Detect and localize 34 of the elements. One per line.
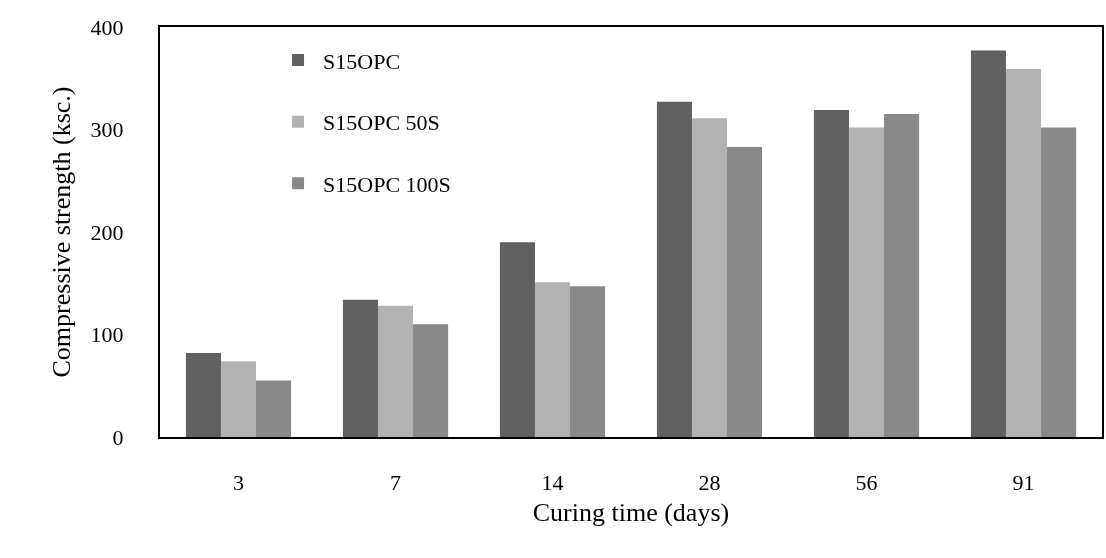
bar — [848, 127, 885, 437]
bar — [220, 361, 257, 437]
y-tick-label: 200 — [90, 219, 124, 245]
bar — [342, 299, 378, 437]
bar — [256, 380, 292, 437]
x-tick-label: 3 — [233, 470, 244, 496]
bar — [813, 110, 849, 437]
bar — [1005, 69, 1042, 437]
bar — [656, 101, 692, 437]
y-tick-label: 400 — [90, 14, 124, 40]
x-tick-label: 56 — [855, 470, 878, 496]
bar — [570, 286, 606, 437]
bar — [185, 352, 221, 437]
y-tick-label: 300 — [90, 117, 124, 143]
bar — [534, 282, 571, 437]
bar — [377, 305, 414, 437]
x-tick-label: 28 — [698, 470, 721, 496]
legend-label: S15OPC — [323, 48, 401, 74]
y-tick-label: 0 — [112, 424, 124, 450]
bar — [884, 114, 920, 437]
legend-label: S15OPC 50S — [323, 110, 440, 136]
y-axis-title: Compressive strength (ksc.) — [47, 86, 77, 378]
x-tick-label: 14 — [541, 470, 564, 496]
bar — [1041, 127, 1077, 437]
legend-label: S15OPC 100S — [323, 171, 451, 197]
x-tick-label: 7 — [390, 470, 401, 496]
x-axis-title: Curing time (days) — [532, 497, 730, 527]
y-tick-label: 100 — [90, 322, 124, 348]
bar — [727, 146, 763, 437]
bar — [691, 118, 728, 437]
bar — [413, 324, 449, 437]
x-tick-label: 91 — [1012, 470, 1035, 496]
bar — [499, 242, 535, 437]
bar — [970, 50, 1006, 437]
